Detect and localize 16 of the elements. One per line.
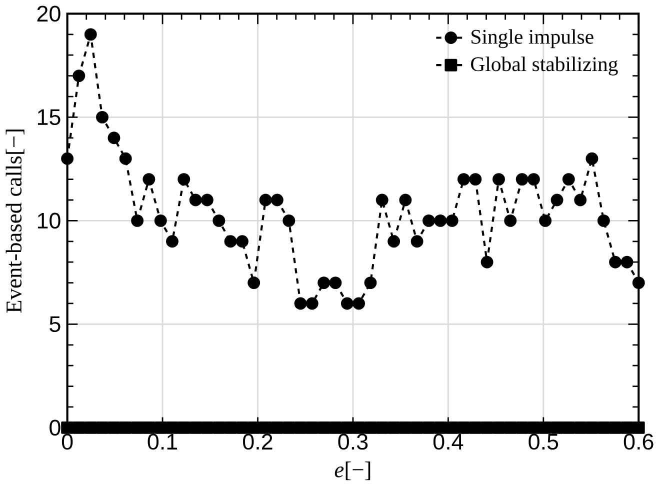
x-tick-label: 0.5 [528, 434, 558, 450]
y-tick-label: 20 [37, 6, 60, 22]
x-axis-title: e[−] [334, 462, 370, 480]
x-tick-label: 0 [62, 434, 73, 450]
y-tick-label: 5 [50, 316, 60, 332]
legend-label: Global stabilizing [471, 56, 618, 76]
x-tick-label: 0.1 [148, 434, 178, 450]
y-tick-label: 10 [38, 212, 60, 229]
x-tick-label: 0.2 [243, 434, 272, 450]
y-axis-title: Event-based calls[−] [6, 130, 24, 313]
x-tick-label: 0.4 [433, 434, 464, 450]
legend-label: Single impulse [472, 29, 594, 48]
y-tick-label: 0 [50, 420, 60, 436]
x-tick-label: 0.3 [338, 434, 368, 450]
y-tick-label: 15 [38, 109, 60, 126]
x-tick-label: 0.6 [624, 434, 654, 450]
